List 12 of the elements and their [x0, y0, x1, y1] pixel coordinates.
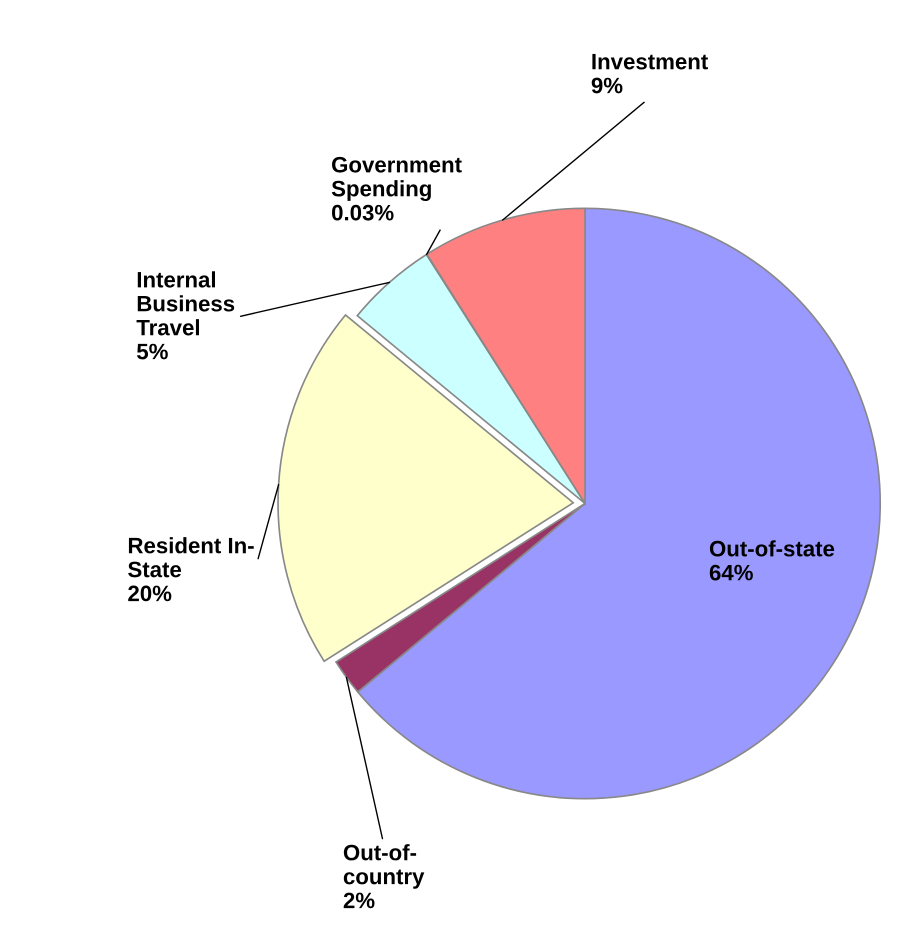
slice-label: Internal Business Travel: [136, 271, 234, 336]
slice-label: Out-of-state: [710, 540, 834, 557]
data-label: 20%: [128, 586, 172, 602]
slice-label: Government Spending: [332, 156, 462, 201]
slice-label: Resident In-State: [128, 537, 254, 578]
data-label: 0.03%: [332, 204, 394, 221]
data-label: 2%: [344, 892, 374, 908]
slice-label: Investment: [592, 54, 708, 70]
slice-label: Out-of-country: [344, 844, 424, 889]
data-label: 64%: [710, 564, 753, 580]
data-label: 9%: [592, 78, 622, 94]
data-label: 5%: [136, 344, 168, 360]
